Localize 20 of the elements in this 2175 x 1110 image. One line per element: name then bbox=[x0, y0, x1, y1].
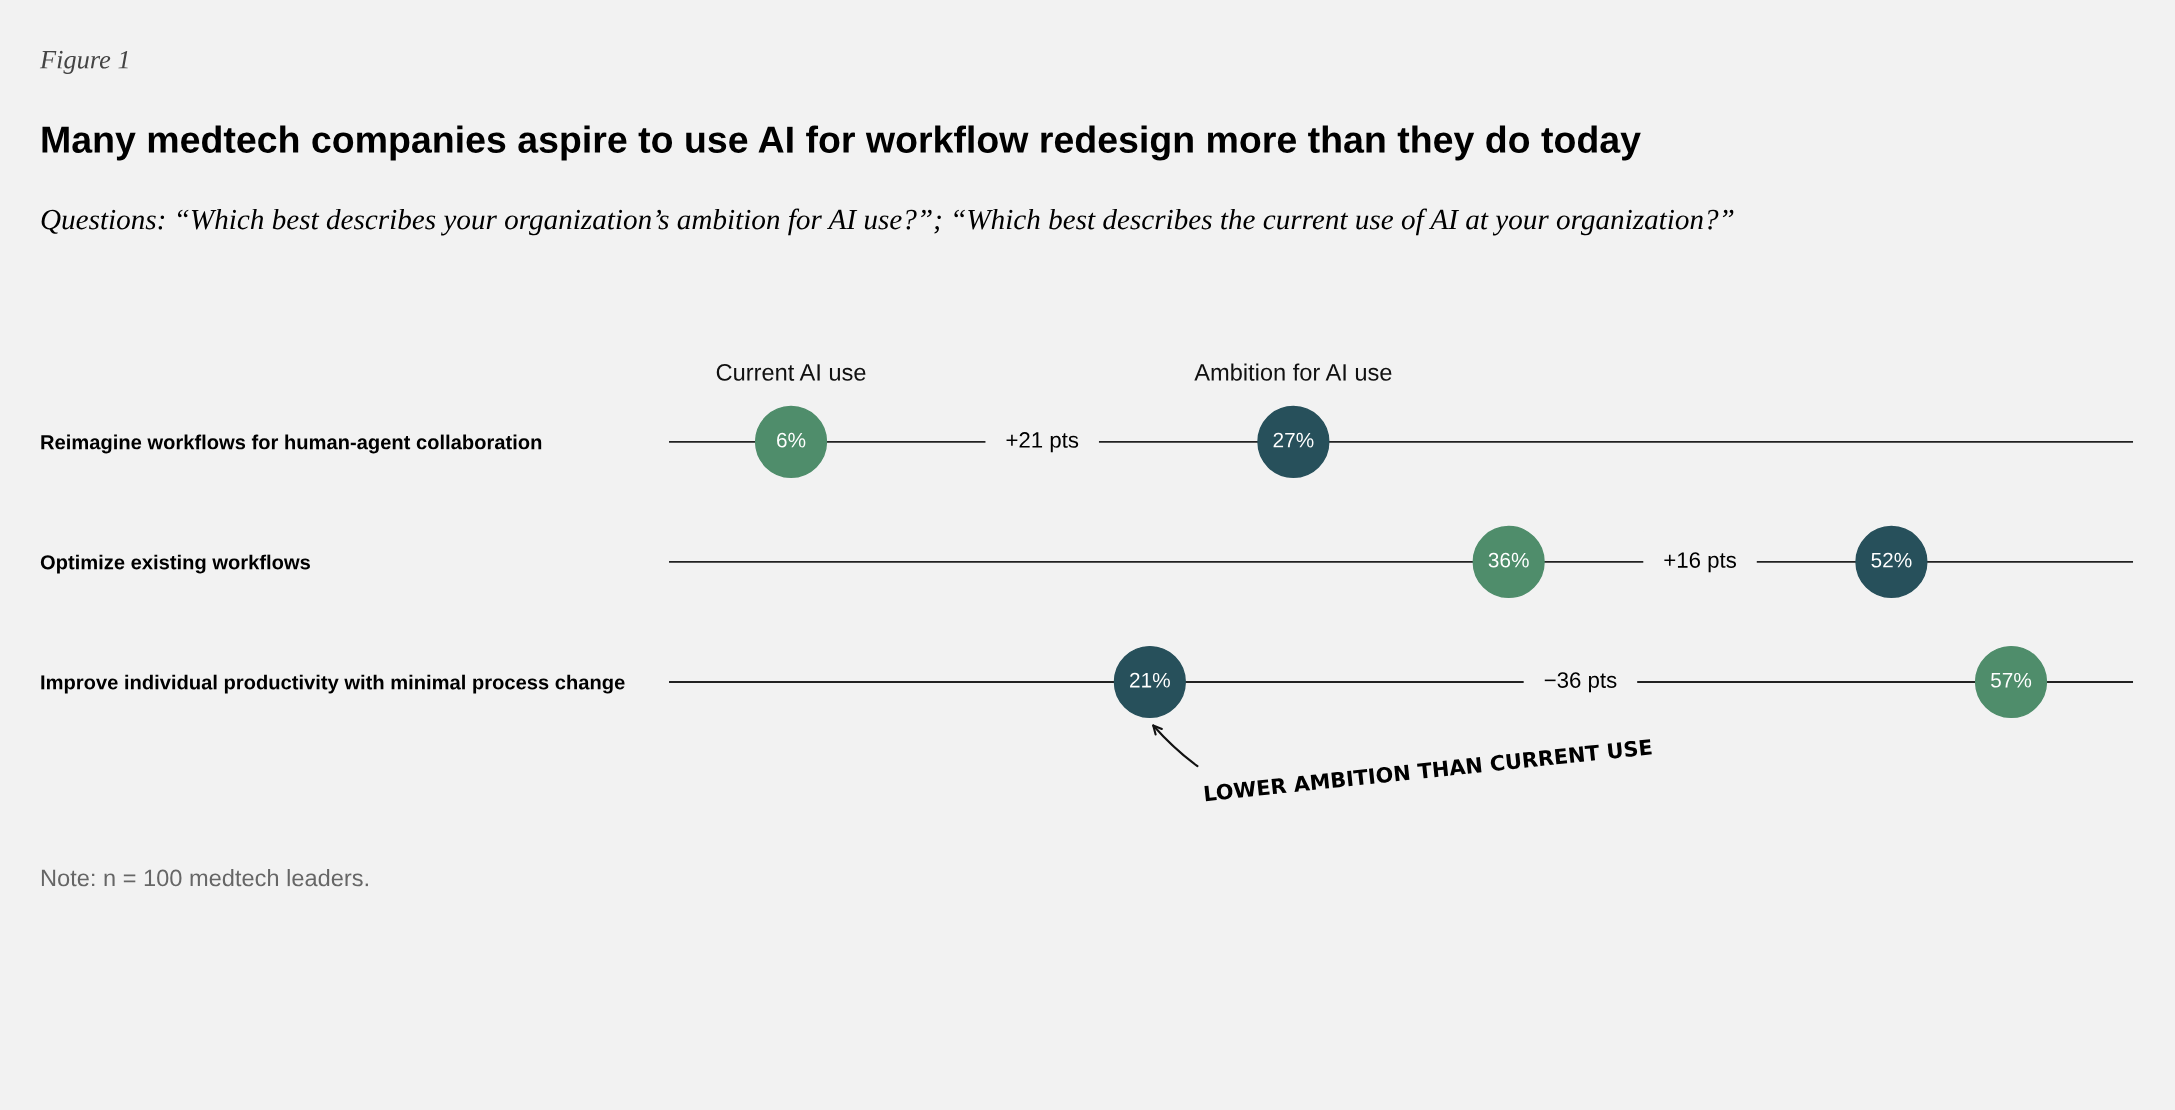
y-tick-label: Optimize existing workflows bbox=[40, 554, 310, 574]
y-tick-label: Improve individual productivity with minimal process change bbox=[41, 674, 625, 694]
data-label: 52% bbox=[1871, 552, 1912, 568]
series-label: Ambition for AI use bbox=[1194, 363, 1392, 381]
chart-title: Many medtech companies aspire to use AI for workflow redesign more than they do today bbox=[42, 125, 1641, 161]
caption: Figure 1 bbox=[39, 50, 128, 74]
text: Note: n = 100 medtech leaders. bbox=[41, 868, 368, 887]
y-tick-label: Reimagine workflows for human-agent collaboration bbox=[41, 434, 542, 454]
data-label: 21% bbox=[1130, 672, 1170, 688]
chart-subtitle: Questions: “Which best describes your organization’s ambition for AI use?”; “Which best describes the current use of AI at your organization?” bbox=[41, 208, 1734, 236]
series-label: Current AI use bbox=[716, 364, 866, 381]
data-label: 57% bbox=[1991, 672, 2032, 688]
point bbox=[754, 405, 828, 478]
annotation: +16 pts bbox=[1664, 552, 1736, 573]
annotation: +21 pts bbox=[1006, 432, 1079, 453]
annotation: −36 pts bbox=[1544, 672, 1617, 693]
data-label: 27% bbox=[1273, 432, 1314, 448]
data-label: 36% bbox=[1488, 552, 1529, 568]
annotation: LOWER AMBITION THAN CURRENT USE bbox=[1204, 738, 1652, 802]
data-label: 6% bbox=[777, 432, 806, 448]
